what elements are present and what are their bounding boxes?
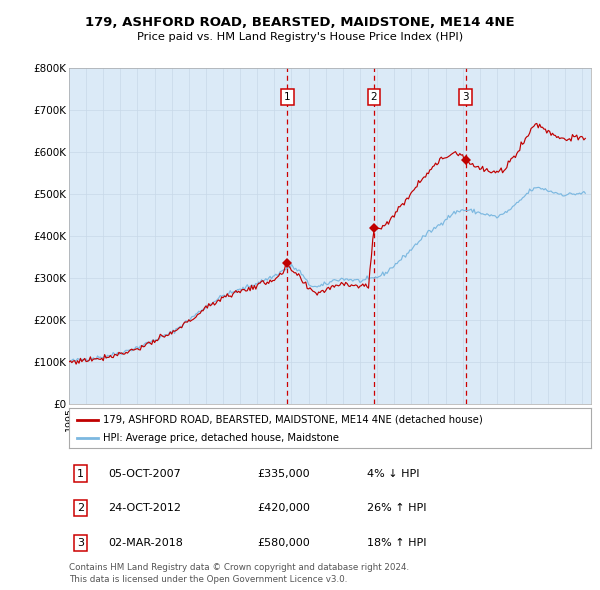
Text: £420,000: £420,000 xyxy=(257,503,310,513)
Text: Contains HM Land Registry data © Crown copyright and database right 2024.: Contains HM Land Registry data © Crown c… xyxy=(69,563,409,572)
Text: 26% ↑ HPI: 26% ↑ HPI xyxy=(367,503,426,513)
Text: 18% ↑ HPI: 18% ↑ HPI xyxy=(367,538,426,548)
Text: 05-OCT-2007: 05-OCT-2007 xyxy=(108,468,181,478)
Text: This data is licensed under the Open Government Licence v3.0.: This data is licensed under the Open Gov… xyxy=(69,575,347,584)
Text: 1: 1 xyxy=(77,468,84,478)
Text: 3: 3 xyxy=(462,92,469,102)
Text: £580,000: £580,000 xyxy=(257,538,310,548)
Text: 179, ASHFORD ROAD, BEARSTED, MAIDSTONE, ME14 4NE (detached house): 179, ASHFORD ROAD, BEARSTED, MAIDSTONE, … xyxy=(103,415,482,425)
Text: Price paid vs. HM Land Registry's House Price Index (HPI): Price paid vs. HM Land Registry's House … xyxy=(137,32,463,41)
Text: 02-MAR-2018: 02-MAR-2018 xyxy=(108,538,183,548)
Text: 179, ASHFORD ROAD, BEARSTED, MAIDSTONE, ME14 4NE: 179, ASHFORD ROAD, BEARSTED, MAIDSTONE, … xyxy=(85,16,515,29)
Text: 2: 2 xyxy=(77,503,84,513)
Text: HPI: Average price, detached house, Maidstone: HPI: Average price, detached house, Maid… xyxy=(103,434,339,443)
Text: 2: 2 xyxy=(371,92,377,102)
Text: £335,000: £335,000 xyxy=(257,468,310,478)
Text: 3: 3 xyxy=(77,538,84,548)
Text: 4% ↓ HPI: 4% ↓ HPI xyxy=(367,468,419,478)
Text: 1: 1 xyxy=(284,92,290,102)
Text: 24-OCT-2012: 24-OCT-2012 xyxy=(108,503,181,513)
